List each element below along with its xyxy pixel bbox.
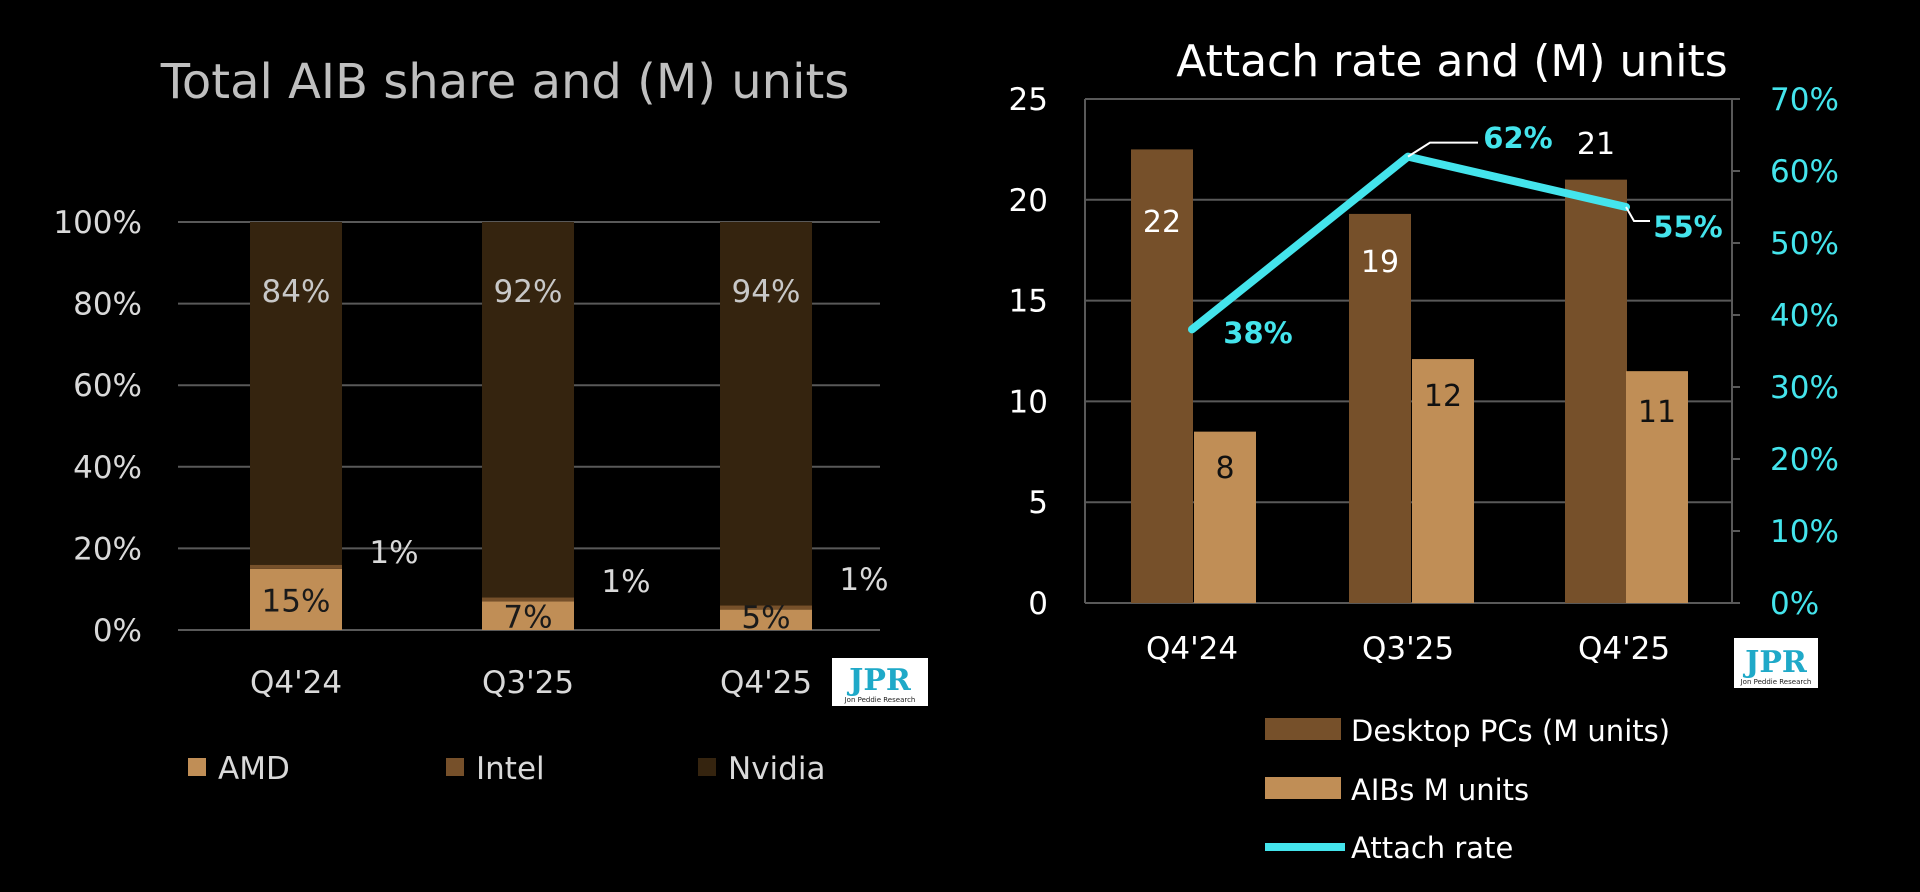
data-label-desktop: 21	[1577, 127, 1615, 162]
bar-desktop-2	[1565, 179, 1627, 603]
y-tick-label: 40%	[73, 450, 142, 486]
data-label-nvidia: 84%	[262, 274, 331, 310]
legend-swatch-amd	[188, 758, 206, 776]
leader-line	[1625, 206, 1650, 222]
bar-intel-0	[250, 564, 342, 569]
bar-aib-2	[1626, 371, 1688, 603]
legend-swatch-desktop	[1265, 718, 1341, 740]
x-tick-label: Q3'25	[1362, 631, 1454, 667]
legend-label: Nvidia	[728, 751, 825, 787]
data-label-desktop: 22	[1143, 205, 1181, 240]
logo-subtext: Jon Peddie Research	[844, 696, 916, 704]
legend-label: AIBs M units	[1351, 773, 1529, 807]
bar-nvidia-0	[250, 222, 342, 565]
legend-swatch-aib	[1265, 777, 1341, 799]
y-tick-label: 60%	[73, 368, 142, 404]
y2-tick-label: 70%	[1770, 82, 1839, 118]
data-label-attach: 38%	[1223, 316, 1292, 350]
logo-box	[1734, 638, 1818, 688]
bar-amd-0	[250, 568, 342, 630]
y-tick-label: 100%	[53, 205, 142, 241]
data-label-attach: 55%	[1653, 210, 1722, 244]
y2-tick-label: 30%	[1770, 370, 1839, 406]
y2-tick-label: 40%	[1770, 298, 1839, 334]
legend-swatch-intel	[446, 758, 464, 776]
y-tick-label: 0	[1028, 586, 1048, 622]
data-label-aib: 8	[1215, 451, 1234, 486]
logo-text: JPR	[846, 663, 912, 698]
y2-tick-label: 0%	[1770, 586, 1819, 622]
data-label-aib: 11	[1638, 395, 1676, 430]
data-label-desktop: 19	[1361, 245, 1399, 280]
y-tick-label: 20%	[73, 531, 142, 567]
leader-line	[1407, 141, 1478, 158]
legend-label: AMD	[218, 751, 290, 787]
y2-tick-label: 50%	[1770, 226, 1839, 262]
legend-swatch-nvidia	[698, 758, 716, 776]
logo-text: JPR	[1742, 645, 1808, 680]
y2-tick-label: 10%	[1770, 514, 1839, 550]
share-chart: Total AIB share and (M) units 0% 20% 40% 60%…	[53, 54, 928, 787]
legend-label: Desktop PCs (M units)	[1351, 714, 1670, 748]
x-tick-label: Q4'24	[1146, 631, 1238, 667]
bar-desktop-1	[1349, 213, 1411, 604]
attach-chart: Attach rate and (M) units 0 5 10 15 20 25 0% 10%…	[1009, 36, 1839, 865]
data-label-amd: 7%	[503, 600, 552, 636]
x-tick-label: Q3'25	[482, 665, 574, 701]
data-label-nvidia: 94%	[732, 274, 801, 310]
bar-desktop-0	[1131, 149, 1193, 603]
x-tick-label: Q4'24	[250, 665, 342, 701]
data-label-intel: 1%	[369, 535, 418, 571]
bar-amd-2	[720, 609, 812, 630]
y-tick-label: 80%	[73, 287, 142, 323]
x-tick-label: Q4'25	[1578, 631, 1670, 667]
y2-tick-label: 60%	[1770, 154, 1839, 190]
y-tick-label: 15	[1009, 284, 1048, 320]
bar-amd-1	[482, 601, 574, 630]
bar-nvidia-2	[720, 222, 812, 606]
chart-title: Total AIB share and (M) units	[160, 54, 850, 110]
logo-subtext: Jon Peddie Research	[1740, 678, 1812, 686]
bar-intel-1	[482, 597, 574, 602]
bar-aib-1	[1412, 359, 1474, 603]
data-label-nvidia: 92%	[494, 274, 563, 310]
y2-tick-label: 20%	[1770, 442, 1839, 478]
logo-box	[832, 658, 928, 706]
bar-intel-2	[720, 605, 812, 610]
data-label-aib: 12	[1424, 379, 1462, 414]
bar-nvidia-1	[482, 222, 574, 598]
x-tick-label: Q4'25	[720, 665, 812, 701]
y-tick-label: 10	[1009, 384, 1048, 420]
data-label-amd: 15%	[262, 583, 331, 619]
bar-aib-0	[1194, 431, 1256, 603]
y-tick-label: 20	[1009, 183, 1048, 219]
legend-label: Intel	[476, 751, 545, 787]
data-label-attach: 62%	[1483, 121, 1552, 155]
data-label-amd: 5%	[741, 600, 790, 636]
data-label-intel: 1%	[601, 564, 650, 600]
y-tick-label: 25	[1009, 82, 1048, 118]
y-tick-label: 5	[1028, 485, 1048, 521]
data-label-intel: 1%	[839, 562, 888, 598]
legend-label: Attach rate	[1351, 831, 1513, 865]
y-tick-label: 0%	[93, 613, 142, 649]
chart-title: Attach rate and (M) units	[1176, 36, 1727, 87]
